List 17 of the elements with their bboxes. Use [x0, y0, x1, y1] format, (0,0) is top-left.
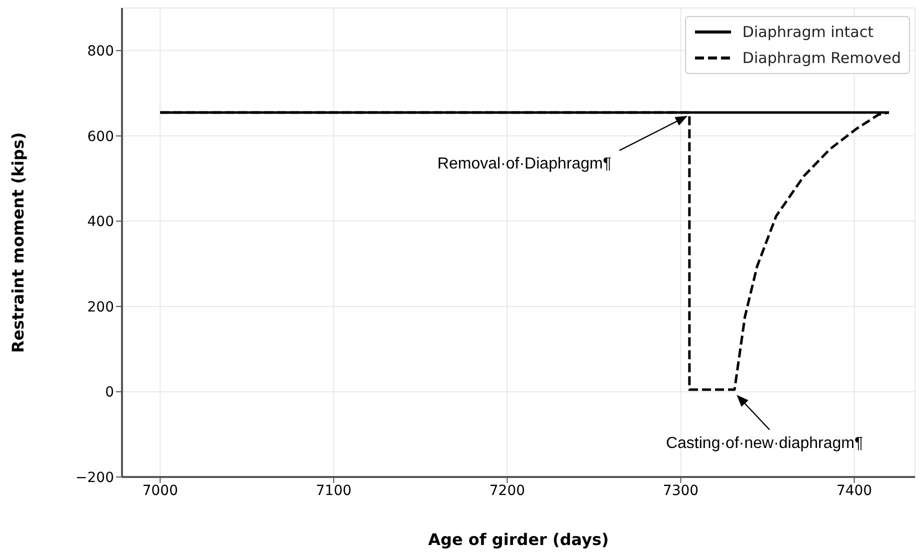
y-tick-label: 800: [87, 44, 114, 60]
legend-label: Diaphragm Removed: [742, 48, 901, 69]
x-tick-label: 7100: [316, 482, 352, 499]
x-tick-label: 7400: [836, 482, 872, 499]
annotation: Removal·of·Diaphragm¶: [437, 156, 612, 173]
y-tick-label: 400: [87, 214, 114, 230]
annotation: Casting·of·new·diaphragm¶: [666, 434, 864, 452]
y-tick-label: −200: [76, 470, 114, 486]
x-tick-label: 7000: [142, 482, 178, 499]
y-tick-label: 0: [105, 384, 114, 401]
x-axis-title: Age of girder (days): [428, 530, 609, 549]
y-tick-label: 600: [87, 128, 114, 145]
x-tick-label: 7300: [662, 482, 699, 499]
y-tick-label: 200: [87, 299, 114, 316]
x-tick-label: 7200: [489, 482, 526, 499]
legend-label: Diaphragm intact: [742, 22, 874, 43]
y-axis-title: Restraint moment (kips): [8, 132, 28, 353]
